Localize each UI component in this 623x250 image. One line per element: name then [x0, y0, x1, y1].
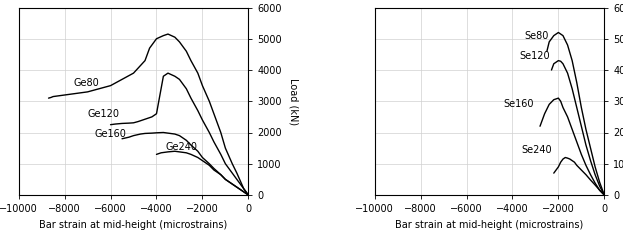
Text: Se80: Se80: [524, 30, 548, 40]
Y-axis label: Load (kN): Load (kN): [288, 78, 298, 125]
X-axis label: Bar strain at mid-height (microstrains): Bar strain at mid-height (microstrains): [396, 220, 584, 230]
Text: Se240: Se240: [521, 145, 552, 155]
Text: Ge240: Ge240: [166, 142, 197, 152]
Text: Se120: Se120: [520, 51, 550, 61]
Text: Se160: Se160: [503, 99, 534, 110]
Text: Ge80: Ge80: [74, 78, 100, 88]
Text: Ge160: Ge160: [95, 129, 126, 139]
X-axis label: Bar strain at mid-height (microstrains): Bar strain at mid-height (microstrains): [39, 220, 227, 230]
Text: Ge120: Ge120: [88, 109, 120, 119]
